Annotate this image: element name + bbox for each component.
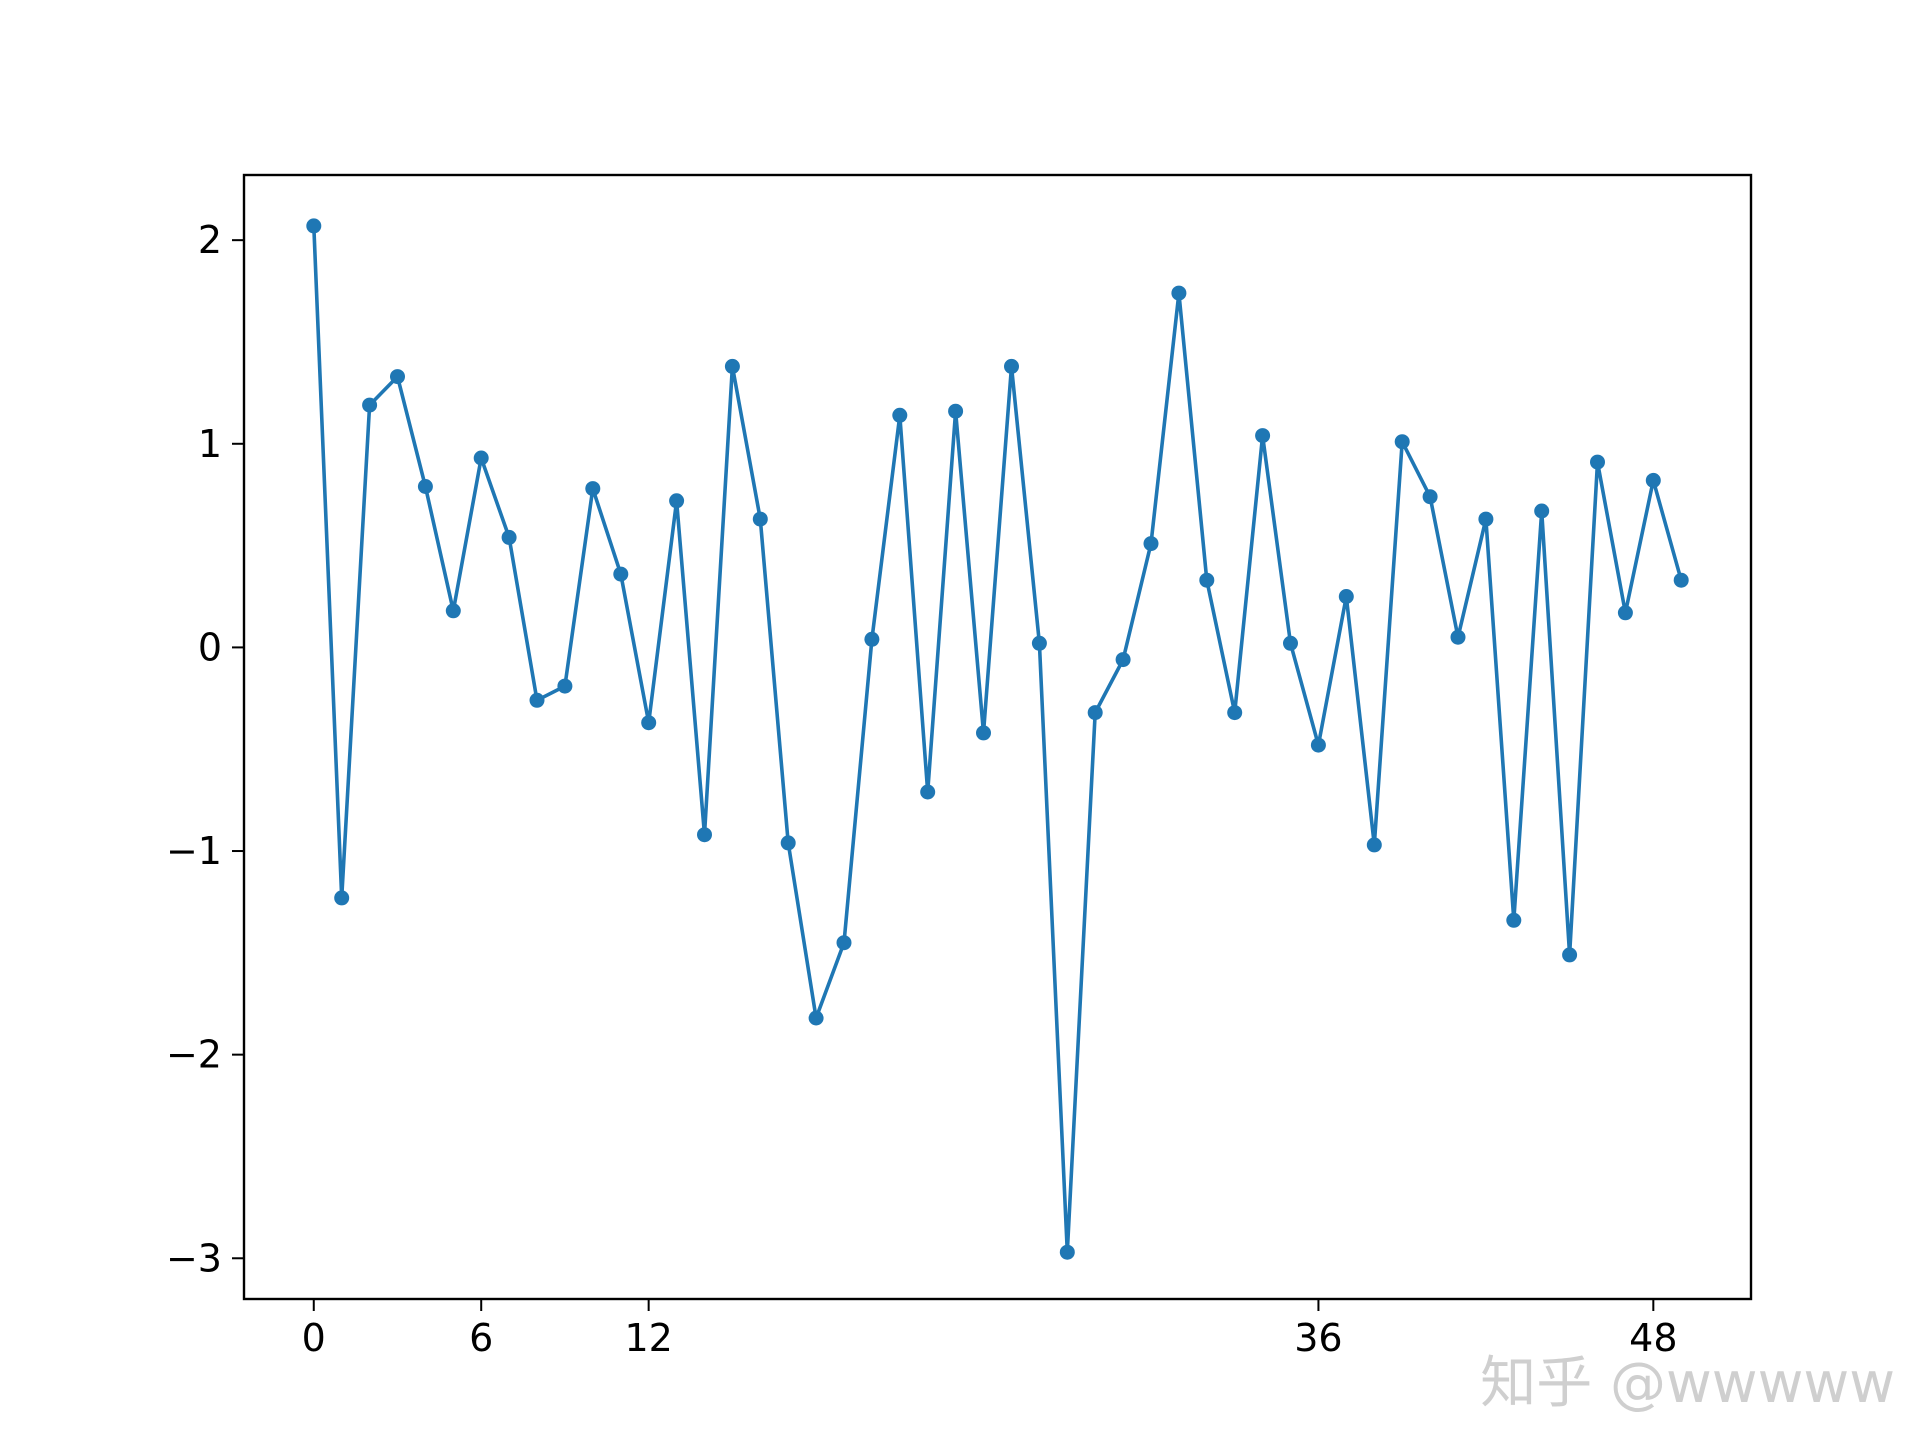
data-point — [1338, 589, 1354, 604]
y-tick-label: 1 — [198, 422, 222, 466]
data-point — [613, 566, 629, 582]
data-point — [1534, 503, 1550, 519]
data-point — [1450, 629, 1466, 645]
data-point — [417, 479, 433, 494]
data-point — [1478, 511, 1494, 527]
data-point — [836, 935, 852, 951]
data-point — [1227, 705, 1243, 721]
data-point — [390, 369, 405, 385]
data-point — [1394, 434, 1410, 450]
data-point — [1004, 358, 1019, 374]
data-point — [864, 631, 880, 647]
data-point — [1617, 605, 1633, 621]
data-point — [752, 511, 768, 527]
data-point — [362, 397, 378, 413]
y-axis: −3 −2 −1 0 1 2 — [166, 218, 244, 1280]
y-tick-label: 2 — [198, 218, 222, 262]
y-tick-label: −3 — [166, 1236, 222, 1280]
x-axis: 0 6 12 36 48 — [302, 1299, 1678, 1360]
data-point — [529, 692, 545, 708]
data-point — [920, 784, 936, 800]
data-point — [1171, 285, 1187, 301]
plot-area — [306, 218, 1689, 1260]
y-tick-label: −1 — [166, 829, 222, 873]
y-tick-label: −2 — [166, 1033, 222, 1077]
x-tick-label: 0 — [302, 1316, 326, 1360]
data-point — [1031, 635, 1047, 651]
data-point — [724, 358, 740, 374]
data-point — [473, 450, 489, 466]
data-point — [1422, 489, 1438, 505]
data-point — [306, 218, 322, 234]
data-point — [697, 827, 712, 843]
data-point — [334, 890, 350, 906]
data-point — [780, 835, 796, 851]
data-point — [1590, 454, 1605, 470]
data-point — [948, 403, 964, 419]
watermark-text: 知乎 @wwwww — [1480, 1351, 1895, 1416]
data-point — [1059, 1244, 1075, 1260]
data-point — [585, 481, 601, 497]
x-tick-label: 6 — [469, 1316, 493, 1360]
data-point — [1115, 652, 1131, 668]
data-point — [976, 725, 991, 741]
data-point — [1366, 837, 1382, 853]
data-point — [1143, 536, 1159, 552]
data-point — [501, 529, 517, 545]
y-tick-label: 0 — [198, 625, 222, 669]
data-point — [1310, 737, 1326, 753]
data-point — [1506, 912, 1522, 928]
data-point — [1673, 572, 1689, 588]
data-point — [1645, 472, 1661, 488]
data-point — [1255, 428, 1271, 444]
x-tick-label: 12 — [624, 1316, 672, 1360]
plot-frame — [242, 173, 1753, 1301]
data-point — [641, 715, 657, 731]
data-point — [1562, 947, 1578, 963]
data-point — [808, 1010, 824, 1026]
data-point — [892, 407, 908, 423]
data-point — [1283, 635, 1298, 651]
data-point — [1087, 705, 1103, 721]
x-tick-label: 36 — [1294, 1316, 1342, 1360]
data-point — [557, 678, 573, 694]
x-tick-label: 48 — [1629, 1316, 1677, 1360]
data-point — [1199, 572, 1215, 588]
data-point — [445, 603, 461, 619]
data-point — [669, 493, 685, 509]
